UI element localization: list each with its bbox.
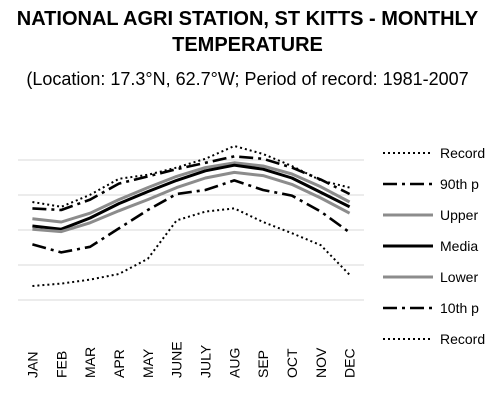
series-line-5 [32,170,351,234]
series-line-7 [32,207,351,287]
legend-label: Record [440,145,485,161]
x-tick-label: MAY [140,348,156,378]
x-tick-label: NOV [313,347,329,378]
series-line-2 [32,155,351,212]
chart-title: NATIONAL AGRI STATION, ST KITTS - MONTHL… [0,6,495,58]
x-tick-label: JAN [24,352,40,378]
chart-subtitle: (Location: 17.3°N, 62.7°W; Period of rec… [26,69,469,89]
x-tick-label: APR [111,349,127,378]
x-axis-ticks: JAN FEB MAR APR MAY JUNE JULY AUG SEP OCT NOV DEC [24,341,357,378]
gridlines [18,159,364,301]
x-tick-label: JUNE [169,341,185,378]
legend: Record 90th p Upper Media Lower 10th p Record [383,145,485,347]
series-line-3 [32,161,351,224]
legend-label: Upper [440,207,478,223]
x-tick-label: DEC [342,348,358,378]
legend-label: Media [440,238,478,254]
legend-label: 90th p [440,176,479,192]
x-tick-label: FEB [53,351,69,378]
legend-label: 10th p [440,300,479,316]
chart-title-line-2: TEMPERATURE [172,34,323,56]
series-line-4 [32,163,351,231]
x-tick-label: MAR [82,347,98,378]
x-tick-label: SEP [255,350,271,378]
chart-title-line-1: NATIONAL AGRI STATION, ST KITTS - MONTHL… [16,8,479,30]
legend-label: Lower [440,269,478,285]
x-tick-label: OCT [284,348,300,378]
series-line-6 [32,179,351,254]
x-tick-label: JULY [197,344,213,378]
x-tick-label: AUG [226,348,242,378]
series-lines [32,145,351,287]
legend-label: Record [440,331,485,347]
